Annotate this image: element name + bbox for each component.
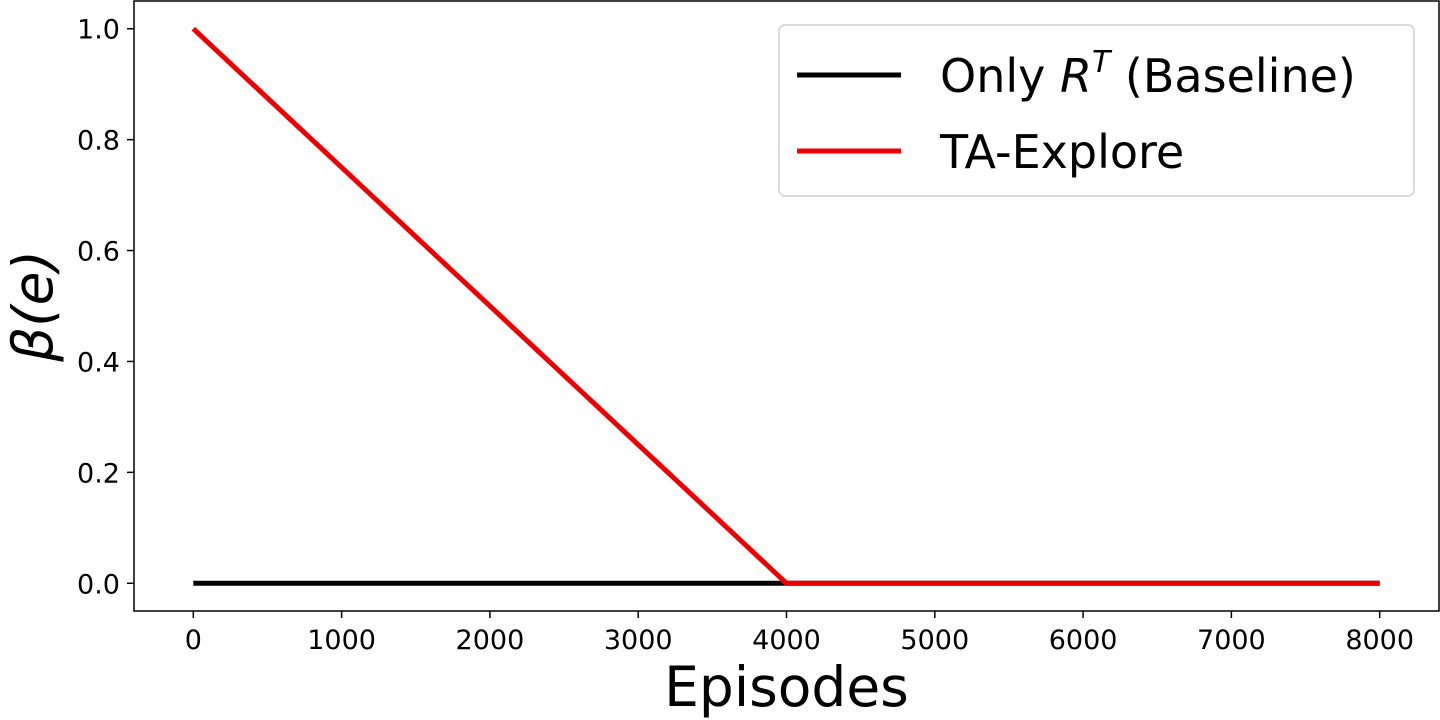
x-tick-label: 7000 (1197, 625, 1266, 656)
y-tick-label: 0.6 (77, 237, 120, 268)
y-axis-ticks: 0.0 0.2 0.4 0.6 0.8 1.0 (77, 15, 134, 600)
legend: Only RT (Baseline) TA-Explore (778, 24, 1415, 197)
legend-label-ta-explore: TA-Explore (939, 125, 1184, 179)
x-tick-label: 6000 (1049, 625, 1118, 656)
plot-area-frame (133, 0, 1440, 612)
y-tick-label: 0.2 (77, 458, 120, 489)
y-tick-label: 0.0 (77, 569, 120, 600)
y-tick-label: 1.0 (77, 15, 120, 46)
x-axis-ticks: 0 1000 2000 3000 4000 5000 6000 7000 8000 (185, 611, 1414, 656)
legend-box (778, 24, 1415, 197)
legend-label-baseline: Only RT (Baseline) (940, 45, 1356, 103)
legend-label-prefix: Only (940, 49, 1060, 103)
x-tick-label: 1000 (307, 625, 376, 656)
x-tick-label: 4000 (752, 625, 821, 656)
series-layer (191, 26, 1380, 586)
x-tick-label: 3000 (604, 625, 673, 656)
legend-label-suffix: (Baseline) (1110, 49, 1356, 103)
legend-label-superscript: T (1092, 45, 1113, 80)
x-tick-label: 5000 (900, 625, 969, 656)
y-tick-label: 0.8 (77, 126, 120, 157)
y-tick-label: 0.4 (77, 347, 120, 378)
x-tick-label: 8000 (1345, 625, 1414, 656)
x-axis-label: Episodes (664, 655, 909, 719)
x-tick-label: 2000 (456, 625, 525, 656)
x-tick-label: 0 (185, 625, 202, 656)
y-axis-label: β(e) (1, 250, 65, 363)
series-line-ta-explore (191, 26, 1380, 586)
legend-label-symbol: R (1060, 49, 1092, 103)
